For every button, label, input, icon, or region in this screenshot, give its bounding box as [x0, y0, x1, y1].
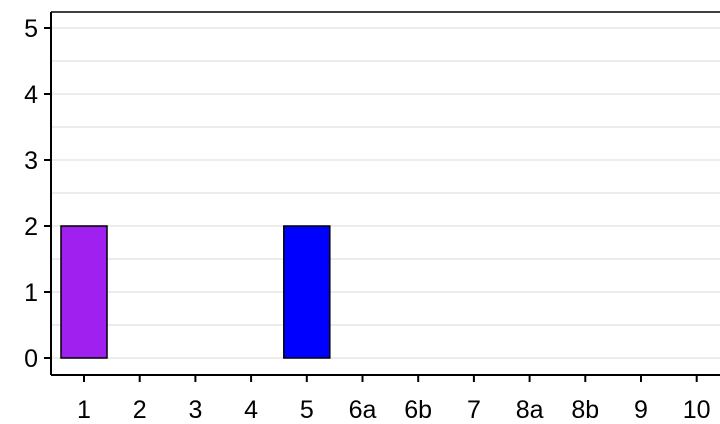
x-tick-label: 8a — [516, 396, 544, 424]
x-tick-label: 6a — [349, 396, 377, 424]
bar-1 — [60, 225, 108, 359]
y-tick-label: 4 — [24, 81, 38, 109]
x-axis-ticks: 1 2 3 4 5 6a 6b 7 8a 8b 9 10 — [77, 375, 711, 424]
y-tick-label: 1 — [24, 279, 38, 307]
x-tick-label: 2 — [133, 396, 147, 424]
x-tick-label: 3 — [188, 396, 202, 424]
y-tick-label: 5 — [24, 15, 38, 43]
bar-5 — [283, 225, 331, 359]
x-tick-label: 10 — [683, 396, 711, 424]
axes — [50, 11, 720, 376]
x-tick-label: 4 — [244, 396, 258, 424]
bars — [60, 225, 331, 359]
gridlines — [51, 27, 720, 359]
x-tick-label: 8b — [571, 396, 599, 424]
x-tick-label: 1 — [77, 396, 91, 424]
x-tick-label: 6b — [404, 396, 432, 424]
y-tick-label: 2 — [24, 213, 38, 241]
y-tick-label: 0 — [24, 345, 38, 373]
x-tick-label: 5 — [300, 396, 314, 424]
x-tick-label: 9 — [634, 396, 648, 424]
y-axis-ticks: 0 1 2 3 4 5 — [24, 15, 51, 373]
y-tick-label: 3 — [24, 147, 38, 175]
x-tick-label: 7 — [467, 396, 481, 424]
